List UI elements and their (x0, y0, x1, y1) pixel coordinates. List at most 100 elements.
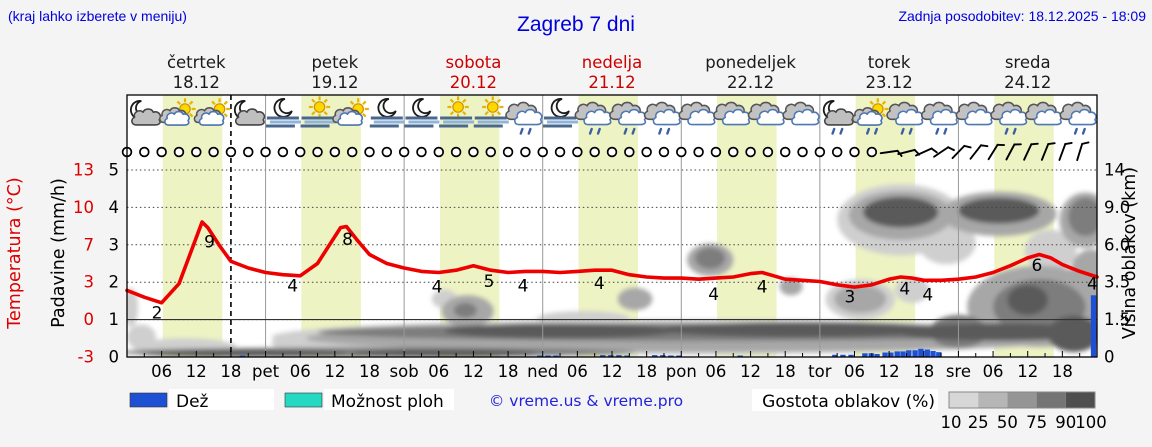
showers-legend-label: Možnost ploh (331, 392, 444, 412)
wind-calm-icon (175, 148, 184, 157)
hour-tick-label: 12 (602, 362, 623, 381)
wind-calm-icon (140, 148, 149, 157)
rain-bar (882, 353, 887, 357)
day-date: 18.12 (173, 73, 220, 92)
wind-calm-icon (850, 148, 859, 157)
wind-calm-icon (660, 148, 669, 157)
day-date: 24.12 (1004, 73, 1051, 92)
wind-calm-icon (417, 148, 426, 157)
day-abbrev-label: ned (527, 362, 558, 381)
rain-bar (930, 351, 935, 357)
cloud-blob (695, 248, 725, 269)
temperature-label: 4 (287, 276, 298, 296)
temperature-label: 6 (1032, 256, 1043, 276)
hour-tick-label: 12 (740, 362, 761, 381)
precip-tick-label: 4 (109, 198, 120, 217)
wind-calm-icon (573, 148, 582, 157)
temperature-label: 4 (922, 285, 933, 305)
wind-calm-icon (504, 148, 513, 157)
temperature-label: 2 (152, 303, 163, 323)
day-name: sobota (446, 53, 502, 72)
daylight-band (301, 95, 360, 357)
precip-axis-title: Padavine (mm/h) (49, 178, 69, 328)
temp-tick-label: 0 (84, 310, 95, 329)
density-tick-label: 25 (968, 413, 989, 432)
temperature-label: 5 (484, 272, 495, 292)
wind-calm-icon (694, 148, 703, 157)
density-tick-label: 90 (1055, 413, 1076, 432)
wind-calm-icon (452, 148, 461, 157)
day-name: petek (311, 53, 358, 72)
wind-calm-icon (556, 148, 565, 157)
density-scale-segment (1066, 392, 1095, 408)
temperature-label: 3 (844, 287, 855, 307)
density-tick-label: 100 (1075, 413, 1107, 432)
wind-calm-icon (192, 148, 201, 157)
hour-tick-label: 12 (324, 362, 345, 381)
day-abbrev-label: tor (808, 362, 832, 381)
temp-tick-label: -3 (78, 348, 94, 367)
wind-calm-icon (746, 148, 755, 157)
cloud-density-legend-label: Gostota oblakov (%) (762, 392, 935, 412)
wind-calm-icon (590, 148, 599, 157)
hour-tick-label: 06 (705, 362, 726, 381)
hour-tick-label: 18 (636, 362, 657, 381)
day-name: četrtek (167, 53, 226, 72)
wind-calm-icon (486, 148, 495, 157)
wind-calm-icon (712, 148, 721, 157)
hour-tick-label: 06 (290, 362, 311, 381)
density-tick-label: 50 (997, 413, 1018, 432)
temperature-label: 4 (757, 277, 768, 297)
density-tick-label: 10 (941, 413, 962, 432)
cloud-blob (958, 198, 1039, 224)
rain-bar (895, 351, 900, 357)
rain-bar (900, 351, 905, 357)
wind-calm-icon (330, 148, 339, 157)
temperature-label: 4 (1087, 274, 1098, 294)
day-name: torek (868, 53, 911, 72)
wind-calm-icon (625, 148, 634, 157)
precip-tick-label: 5 (109, 161, 120, 180)
wind-calm-icon (538, 148, 547, 157)
precip-tick-label: 3 (109, 235, 120, 254)
wind-calm-icon (244, 148, 253, 157)
density-scale-segment (949, 392, 978, 408)
wind-calm-icon (469, 148, 478, 157)
wind-calm-icon (867, 148, 876, 157)
day-abbrev-label: pon (666, 362, 697, 381)
wind-calm-icon (642, 148, 651, 157)
rain-bar (918, 349, 923, 357)
density-tick-label: 75 (1026, 413, 1047, 432)
day-abbrev-label: sre (946, 362, 971, 381)
hour-tick-label: 06 (983, 362, 1004, 381)
hour-tick-label: 18 (359, 362, 380, 381)
temperature-label: 8 (342, 230, 353, 250)
daylight-band (163, 95, 222, 357)
density-scale-segment (978, 392, 1007, 408)
wind-calm-icon (729, 148, 738, 157)
temperature-label: 4 (432, 277, 443, 297)
day-name: nedelja (582, 53, 643, 72)
hour-tick-label: 18 (775, 362, 796, 381)
day-date: 23.12 (866, 73, 913, 92)
wind-calm-icon (382, 148, 391, 157)
cloud-blob (352, 350, 537, 357)
wind-calm-icon (677, 148, 686, 157)
wind-calm-icon (400, 148, 409, 157)
rain-bar (912, 350, 917, 357)
copyright-link[interactable]: © vreme.us & vreme.pro (489, 392, 683, 410)
temperature-label: 4 (518, 277, 529, 297)
temperature-label: 9 (204, 232, 215, 252)
rain-legend-swatch (130, 393, 167, 407)
density-scale-segment (1007, 392, 1036, 408)
wind-calm-icon (348, 148, 357, 157)
last-update: Zadnja posodobitev: 18.12.2025 - 18:09 (898, 8, 1146, 24)
rain-bar (1091, 295, 1096, 357)
hour-tick-label: 18 (220, 362, 241, 381)
wind-calm-icon (209, 148, 218, 157)
day-date: 22.12 (727, 73, 774, 92)
temperature-label: 4 (594, 274, 605, 294)
temperature-label: 4 (708, 285, 719, 305)
wind-calm-icon (278, 148, 287, 157)
